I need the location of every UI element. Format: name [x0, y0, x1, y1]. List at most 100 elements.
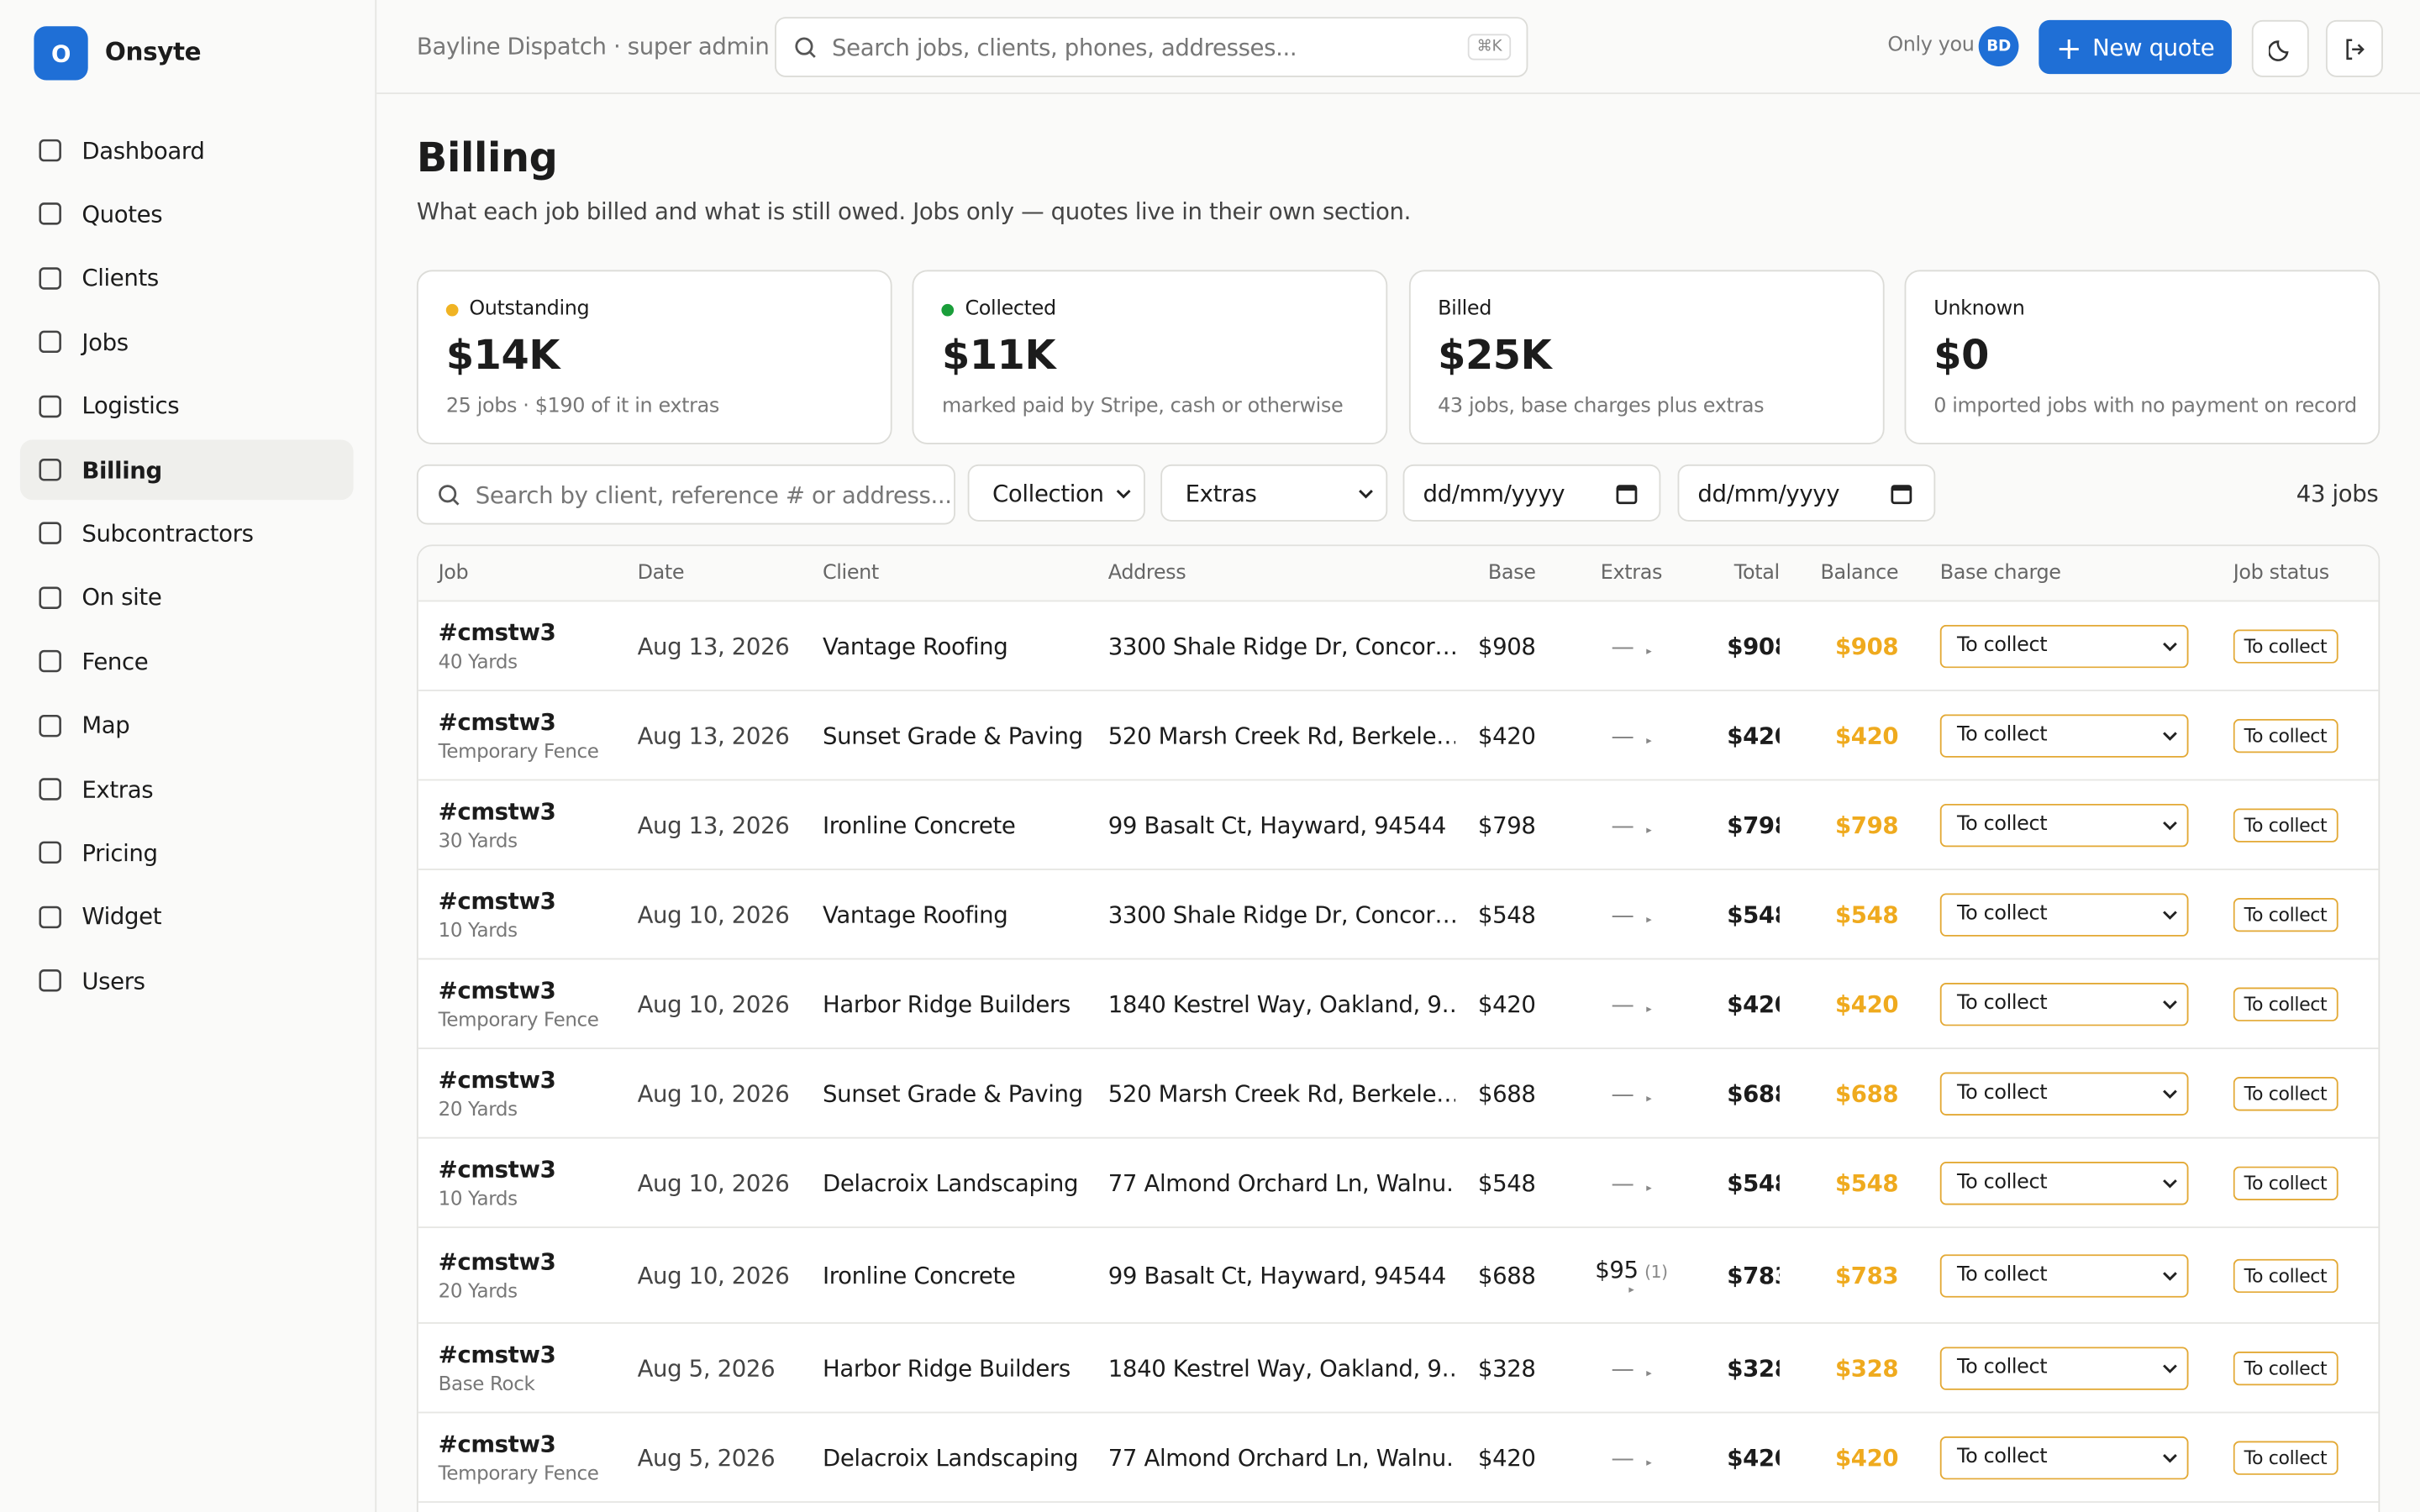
extras[interactable]: — [1611, 1443, 1634, 1472]
job-status: To collect [2233, 1165, 2338, 1200]
status-cell: To collect [2233, 807, 2377, 842]
base-charge: To collect [1956, 1446, 2048, 1469]
job-status: To collect [2233, 807, 2338, 842]
nav-item[interactable]: Fence [20, 632, 354, 692]
base-charge-select[interactable]: To collect [1939, 1436, 2189, 1479]
extras[interactable]: — [1611, 990, 1634, 1018]
base-charge-select[interactable]: To collect [1939, 982, 2189, 1026]
base-charge-select[interactable]: To collect [1939, 892, 2189, 936]
base-charge-select[interactable]: To collect [1939, 1346, 2189, 1389]
nav-item[interactable]: Dashboard [20, 120, 354, 181]
base-charge-cell: To collect [1898, 982, 2233, 1026]
table-row[interactable]: #cmstw3 10 Yards Aug 10, 2026 Vantage Roofi… [418, 870, 2379, 960]
extras[interactable]: — [1611, 900, 1634, 928]
status-cell: To collect [2233, 1440, 2377, 1475]
job-status: To collect [2233, 1351, 2338, 1385]
balance: $798 [1834, 811, 1899, 839]
table-row[interactable]: #cmstw3 20 Yards Aug 10, 2026 Ironline Conc… [418, 1228, 2379, 1324]
table-row[interactable]: #cmstw3 Temporary Fence Aug 10, 2026 Harbor… [418, 959, 2379, 1049]
status-cell: To collect [2233, 1257, 2377, 1293]
job-ref: #cmstw3 [438, 618, 556, 647]
table-search[interactable]: Search by client, reference # or address… [416, 464, 955, 525]
chevron [1359, 489, 1373, 498]
column-header: Base [1487, 561, 1536, 585]
nav-item[interactable]: Map [20, 696, 354, 756]
table-row[interactable]: #cmstw3 40 Yards Aug 13, 2026 Vantage Roofi… [418, 601, 2379, 691]
nav-item[interactable]: Quotes [20, 184, 354, 244]
chevron [2163, 1089, 2177, 1099]
extras[interactable]: — [1611, 1353, 1634, 1382]
address: 99 Basalt Ct, Hayward, 94544 [1107, 1261, 1447, 1289]
extras[interactable]: — [1611, 1168, 1634, 1197]
status-cell: To collect [2233, 1165, 2377, 1200]
base-charge-select[interactable]: To collect [1939, 1253, 2189, 1297]
table-row[interactable]: #cmstw3 30 Yards Aug 13, 2026 Ironline Conc… [418, 780, 2379, 870]
nav-item[interactable]: Extras [20, 759, 354, 820]
stat-card: Billed $25K 43 jobs, base charges plus ext… [1408, 270, 1884, 444]
extras[interactable]: — [1611, 721, 1634, 749]
client: Sunset Grade & Paving [822, 1079, 1083, 1107]
nav-item[interactable]: Logistics [20, 375, 354, 436]
theme-toggle[interactable] [2251, 19, 2309, 77]
base-charge: To collect [1956, 812, 2048, 837]
avatar[interactable]: BD [1978, 26, 2019, 66]
expand-caret: ▸ [1628, 1283, 1634, 1295]
job-cell: #cmstw3 10 Yards [418, 887, 638, 941]
expand-caret: ▸ [1646, 1001, 1652, 1015]
table-row[interactable]: #cmstw3 Base Rock Aug 5, 2026 Harbor Ridge … [418, 1324, 2379, 1414]
new-quote-button[interactable]: + New quote [2039, 19, 2232, 75]
date: Aug 5, 2026 [637, 1353, 776, 1382]
extras[interactable]: $95 [1595, 1255, 1639, 1284]
expand-caret: ▸ [1646, 1366, 1652, 1379]
table-row[interactable]: #cmstw3 Temporary Fence Aug 13, 2026 Sunset… [418, 691, 2379, 781]
nav-item[interactable]: Pricing [20, 823, 354, 884]
base: $798 [1477, 811, 1536, 839]
status-dot [941, 302, 955, 316]
base-charge-cell: To collect [1898, 803, 2233, 847]
client: Delacroix Landscaping [822, 1443, 1079, 1472]
nav-item[interactable]: Jobs [20, 312, 354, 372]
logout-button[interactable] [2325, 19, 2383, 77]
total: $420 [1727, 721, 1779, 749]
base-charge-select[interactable]: To collect [1939, 1161, 2189, 1205]
table-row[interactable]: #cmstw3 10 Yards Aug 10, 2026 Delacroix Lan… [418, 1139, 2379, 1229]
balance: $908 [1834, 632, 1899, 660]
brand-name[interactable]: Onsyte [104, 37, 202, 66]
global-search[interactable]: Search jobs, clients, phones, addresses.… [775, 17, 1528, 77]
nav-item[interactable]: Widget [20, 887, 354, 948]
nav-item[interactable]: Clients [20, 248, 354, 308]
client: Harbor Ridge Builders [822, 1353, 1071, 1382]
extras[interactable]: — [1611, 632, 1634, 660]
extras-cell: — ▸ [1536, 722, 1728, 749]
base-charge-select[interactable]: To collect [1939, 623, 2189, 668]
balance: $328 [1834, 1353, 1899, 1382]
brand-logo[interactable]: O [34, 26, 88, 81]
base-charge: To collect [1956, 902, 2048, 927]
base-charge-select[interactable]: To collect [1939, 1071, 2189, 1116]
extras[interactable]: — [1611, 1079, 1634, 1107]
card-note: marked paid by Stripe, cash or otherwise [941, 395, 1344, 418]
nav-item[interactable]: Subcontractors [20, 503, 354, 564]
address: 520 Marsh Creek Rd, Berkele… [1107, 1079, 1456, 1107]
table-row[interactable]: #cmstw3 20 Yards Aug 10, 2026 Sunset Grade … [418, 1049, 2379, 1139]
base-charge-cell: To collect [1898, 1253, 2233, 1297]
search-icon [795, 36, 816, 58]
base-charge-select[interactable]: To collect [1939, 803, 2189, 847]
collection-select[interactable]: Collection [967, 464, 1145, 522]
date-to[interactable]: dd/mm/yyyy [1677, 464, 1936, 522]
extras-select[interactable]: Extras [1160, 464, 1388, 522]
job-ref: #cmstw3 [438, 1155, 556, 1184]
date-from[interactable]: dd/mm/yyyy [1402, 464, 1661, 522]
job-cell: #cmstw3 Temporary Fence [418, 1431, 638, 1484]
table-row[interactable]: #cmstw3 Temporary Fence Aug 5, 2026 Delacro… [418, 1413, 2379, 1503]
job-item: Temporary Fence [438, 1461, 599, 1484]
nav-item[interactable]: Billing [19, 439, 354, 501]
base-charge-select[interactable]: To collect [1939, 713, 2189, 757]
extras[interactable]: — [1611, 811, 1634, 839]
nav-item[interactable]: On site [20, 568, 354, 628]
column-header: Client [822, 561, 879, 585]
column-header: Extras [1600, 561, 1663, 585]
nav-item[interactable]: Users [20, 951, 354, 1011]
